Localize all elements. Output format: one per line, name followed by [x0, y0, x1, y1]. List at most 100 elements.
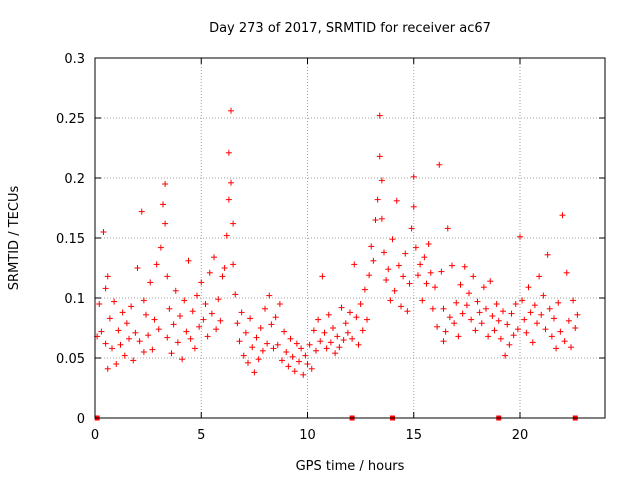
data-point — [425, 241, 432, 247]
y-tick-label: 0.25 — [56, 112, 85, 127]
data-point — [391, 287, 398, 294]
data-point — [542, 326, 549, 333]
data-point — [417, 261, 424, 268]
data-point — [502, 352, 509, 359]
data-point — [164, 273, 171, 280]
data-point — [551, 315, 557, 322]
data-point — [412, 244, 419, 251]
data-point — [572, 325, 579, 331]
x-tick-labels: 0 5 10 15 20 — [91, 428, 528, 443]
data-point — [359, 327, 366, 334]
data-points — [94, 107, 581, 378]
data-point — [160, 201, 166, 208]
data-point — [372, 217, 379, 223]
data-point — [538, 311, 545, 318]
data-point — [468, 316, 475, 323]
data-point — [185, 257, 192, 264]
data-point — [104, 365, 111, 372]
data-point — [206, 269, 213, 276]
data-point — [540, 292, 547, 299]
data-point — [381, 249, 387, 256]
grid — [95, 58, 605, 418]
data-point — [415, 272, 421, 279]
data-point — [242, 329, 249, 336]
data-point — [115, 327, 122, 334]
data-point — [338, 304, 345, 311]
data-point — [340, 337, 347, 343]
data-point — [121, 352, 128, 359]
data-point — [336, 344, 343, 351]
y-tick-label: 0.15 — [56, 232, 85, 247]
data-point — [521, 316, 528, 323]
data-point — [96, 301, 103, 307]
data-point — [191, 345, 198, 352]
data-point — [172, 287, 179, 294]
data-point — [157, 244, 164, 251]
data-point — [230, 261, 237, 268]
data-point — [315, 316, 322, 323]
data-point — [395, 262, 402, 269]
data-point — [266, 292, 273, 299]
data-point — [534, 320, 540, 327]
data-point — [308, 365, 315, 372]
data-point — [497, 335, 504, 342]
data-point — [555, 299, 562, 306]
data-point — [289, 353, 296, 360]
data-point — [126, 335, 132, 342]
data-point — [506, 341, 513, 348]
data-point — [211, 254, 217, 261]
data-point — [298, 345, 305, 352]
data-point — [170, 321, 177, 328]
data-point — [327, 339, 334, 346]
data-point — [364, 316, 370, 323]
data-point — [389, 236, 396, 243]
data-point — [446, 314, 453, 321]
data-point — [429, 305, 436, 312]
data-point — [387, 297, 394, 304]
x-axis-label: GPS time / hours — [296, 459, 405, 474]
data-point — [221, 265, 228, 271]
data-point — [444, 225, 451, 232]
data-point — [264, 340, 271, 347]
y-tick-labels: 0 0.05 0.1 0.15 0.2 0.25 0.3 — [56, 52, 85, 427]
data-point — [162, 181, 169, 187]
data-point — [247, 315, 254, 322]
data-point — [187, 335, 194, 342]
data-point — [548, 333, 555, 340]
data-point — [434, 323, 441, 330]
data-point — [355, 341, 362, 348]
plot-frame — [94, 57, 606, 419]
data-point — [181, 297, 188, 304]
data-point — [225, 196, 232, 203]
data-point — [374, 196, 381, 203]
data-point — [466, 290, 472, 297]
data-point — [489, 313, 496, 319]
data-point — [323, 345, 330, 352]
data-point — [236, 338, 243, 345]
data-point — [385, 266, 392, 273]
data-point — [544, 251, 551, 258]
data-point — [427, 269, 434, 276]
x-tick-label: 5 — [197, 428, 205, 443]
data-point — [440, 305, 447, 312]
data-point — [353, 314, 360, 321]
data-point — [283, 349, 290, 355]
x-tick-label: 15 — [405, 428, 422, 443]
data-point — [98, 328, 105, 335]
data-point — [344, 329, 351, 336]
data-point — [249, 344, 256, 351]
data-point — [189, 308, 196, 315]
data-point — [319, 273, 326, 280]
data-point — [238, 309, 245, 316]
data-point — [559, 212, 566, 219]
data-point — [378, 215, 385, 222]
data-point — [517, 233, 523, 240]
data-point — [240, 352, 247, 359]
y-tick-label: 0.05 — [56, 352, 85, 367]
data-point — [561, 338, 568, 345]
data-point — [123, 320, 130, 327]
data-point — [531, 302, 538, 309]
data-point — [408, 225, 415, 232]
